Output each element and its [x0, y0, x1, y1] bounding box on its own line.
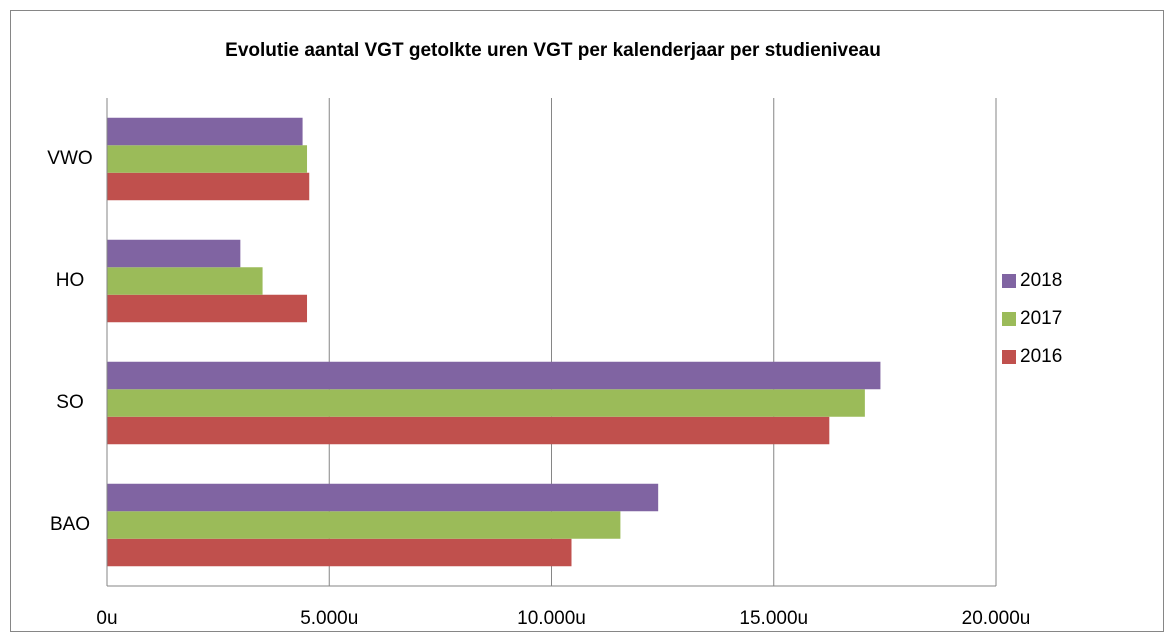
- bar: [107, 361, 881, 390]
- chart-title: Evolutie aantal VGT getolkte uren VGT pe…: [225, 40, 881, 61]
- y-tick-label: HO: [56, 270, 85, 291]
- bar: [107, 172, 310, 201]
- x-tick-label: 15.000u: [739, 608, 808, 629]
- y-tick-label: VWO: [47, 148, 92, 169]
- x-tick-label: 0u: [96, 608, 117, 629]
- bar: [107, 483, 659, 512]
- bar: [107, 294, 308, 323]
- bar: [107, 538, 572, 567]
- bar: [107, 117, 303, 146]
- bar: [107, 239, 241, 268]
- y-tick-label: SO: [56, 392, 83, 413]
- y-tick-label: BAO: [50, 514, 90, 535]
- legend-label: 2018: [1020, 270, 1062, 291]
- bar: [107, 389, 865, 417]
- bar: [107, 145, 308, 173]
- legend-swatch: [1002, 274, 1016, 288]
- bar: [107, 267, 263, 295]
- legend-label: 2016: [1020, 346, 1062, 367]
- legend-swatch: [1002, 350, 1016, 364]
- bar: [107, 511, 621, 539]
- x-tick-label: 10.000u: [517, 608, 586, 629]
- x-tick-label: 5.000u: [300, 608, 358, 629]
- bar: [107, 416, 830, 445]
- legend-swatch: [1002, 312, 1016, 326]
- x-tick-label: 20.000u: [962, 608, 1031, 629]
- legend-label: 2017: [1020, 308, 1062, 329]
